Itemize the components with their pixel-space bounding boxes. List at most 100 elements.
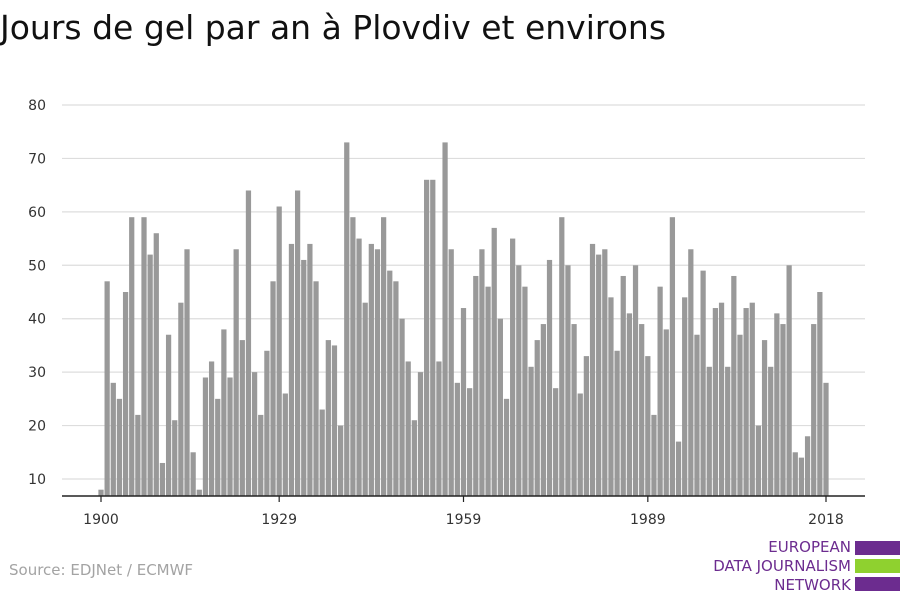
bar-2008 <box>761 340 768 496</box>
bar-1916 <box>196 489 202 496</box>
bar-1943 <box>362 302 368 496</box>
bar-1944 <box>368 243 374 496</box>
y-tick-label: 50 <box>28 258 46 274</box>
y-tick-label: 70 <box>28 151 46 167</box>
y-tick-label: 20 <box>28 419 46 435</box>
chart-title: Jours de gel par an à Plovdiv et environ… <box>0 8 667 47</box>
bar-1920 <box>221 329 227 496</box>
bar-1934 <box>307 243 313 496</box>
bar-1904 <box>122 292 129 496</box>
bar-1999 <box>706 366 712 496</box>
bar-2006 <box>749 302 755 496</box>
bar-2004 <box>737 334 743 496</box>
bar-1971 <box>534 340 540 496</box>
bar-2009 <box>768 366 774 496</box>
bar-1976 <box>565 265 571 496</box>
bar-1988 <box>639 324 645 496</box>
bar-1989 <box>645 356 651 496</box>
bar-1927 <box>264 350 270 496</box>
edjnet-logo: EUROPEAN DATA JOURNALISM NETWORK <box>700 538 900 596</box>
bar-2010 <box>774 313 780 496</box>
bar-1960 <box>467 388 473 496</box>
bar-1912 <box>172 420 178 496</box>
bar-2015 <box>804 436 811 496</box>
bar-1941 <box>350 217 356 496</box>
bar-1902 <box>110 382 116 496</box>
x-tick-label: 1929 <box>261 512 297 528</box>
y-tick-label: 40 <box>28 312 46 328</box>
bar-1996 <box>688 249 694 496</box>
bar-1979 <box>583 356 589 496</box>
bar-1908 <box>147 254 153 496</box>
bar-1963 <box>485 286 491 496</box>
bar-2007 <box>755 425 762 496</box>
bar-2005 <box>743 308 749 496</box>
bar-2017 <box>817 292 823 496</box>
bar-1973 <box>546 259 553 496</box>
bar-1909 <box>153 233 159 497</box>
bar-1950 <box>405 361 411 496</box>
bar-1992 <box>663 329 669 496</box>
bar-1953 <box>424 179 430 497</box>
bar-1982 <box>602 249 608 496</box>
bar-1966 <box>503 398 510 496</box>
bar-1905 <box>129 217 135 496</box>
bar-1940 <box>344 142 350 496</box>
bar-1947 <box>387 270 393 496</box>
y-tick-label: 80 <box>28 98 46 114</box>
bar-1937 <box>325 340 331 496</box>
logo-bar-green <box>855 559 900 573</box>
bar-1938 <box>331 345 338 496</box>
bar-1970 <box>528 366 534 496</box>
bar-1987 <box>632 265 639 496</box>
bar-1906 <box>135 414 141 496</box>
y-tick-label: 60 <box>28 205 46 221</box>
bar-1933 <box>301 259 307 496</box>
bar-2014 <box>798 457 805 496</box>
bar-1946 <box>381 217 387 496</box>
bar-1967 <box>510 238 516 496</box>
bar-1951 <box>411 420 417 496</box>
bar-1965 <box>497 318 503 496</box>
bar-1974 <box>553 388 559 496</box>
bar-1984 <box>614 350 620 496</box>
bar-1986 <box>626 313 633 496</box>
bar-2012 <box>786 265 792 496</box>
bar-1964 <box>491 227 497 496</box>
bar-2002 <box>725 366 731 496</box>
bar-2000 <box>712 308 719 496</box>
bar-1936 <box>319 409 325 496</box>
bar-1913 <box>178 302 184 496</box>
bar-1931 <box>288 243 295 496</box>
x-tick-label: 1900 <box>83 512 119 528</box>
axes: 10 20 30 40 50 60 70 80 1900 1929 1959 1989 2018 <box>28 98 865 528</box>
bar-1968 <box>516 265 522 496</box>
bar-1921 <box>227 377 233 496</box>
bar-1915 <box>190 452 196 496</box>
bar-1983 <box>608 297 614 496</box>
bar-1901 <box>104 281 110 496</box>
bar-1956 <box>442 142 448 496</box>
y-tick-label: 30 <box>28 365 46 381</box>
bar-2018 <box>823 382 829 496</box>
bars <box>98 142 829 497</box>
bar-1948 <box>393 281 399 496</box>
bar-1945 <box>374 249 381 496</box>
bar-1997 <box>694 334 700 496</box>
bar-1969 <box>522 286 528 496</box>
bar-1991 <box>657 286 663 496</box>
x-tick-label: 1959 <box>446 512 482 528</box>
bar-1910 <box>159 462 166 496</box>
bar-1952 <box>417 372 424 496</box>
bar-1985 <box>620 275 626 496</box>
bar-1923 <box>239 340 245 496</box>
bar-1958 <box>454 382 460 496</box>
bar-1930 <box>282 393 288 496</box>
bar-1925 <box>251 372 258 496</box>
bar-1900 <box>98 489 104 496</box>
bar-1924 <box>245 190 252 497</box>
bar-1978 <box>577 393 583 496</box>
logo-bar-purple-top <box>855 541 900 555</box>
logo-line-network: NETWORK <box>774 576 851 594</box>
